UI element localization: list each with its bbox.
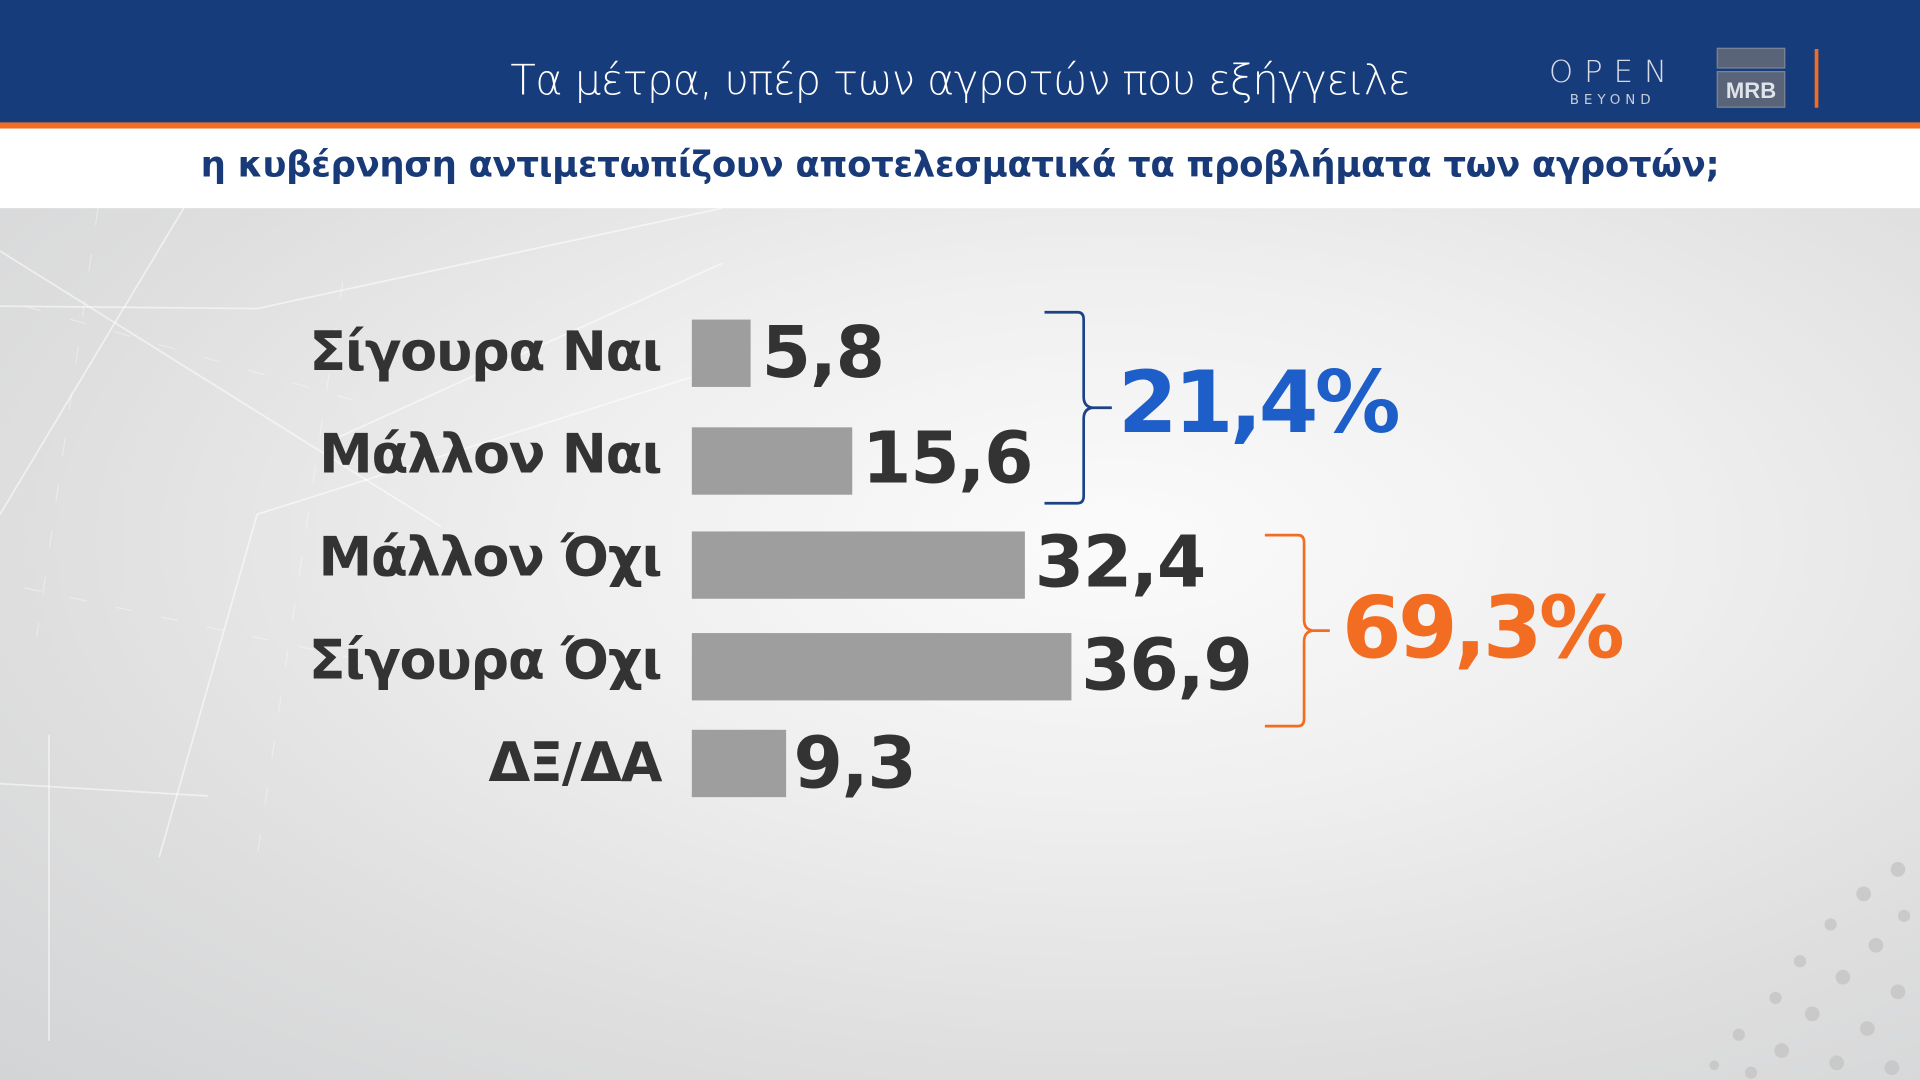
- value-label: 5,8: [761, 311, 885, 395]
- yes-group-total: 21,4%: [1117, 352, 1401, 454]
- value-label: 36,9: [1081, 623, 1253, 707]
- mrb-logo-text: MRB: [1716, 71, 1786, 108]
- open-beyond-logo: OPEN BEYOND: [1545, 54, 1680, 110]
- header-title: Τα μέτρα, υπέρ των αγροτών που εξήγγειλε: [0, 56, 1920, 105]
- bar-definitely-no: [691, 633, 1072, 701]
- bar-definitely-yes: [691, 319, 751, 387]
- category-label: Σίγουρα Όχι: [308, 629, 663, 692]
- category-label: Μάλλον Ναι: [319, 423, 662, 487]
- header-title-text: Τα μέτρα, υπέρ των αγροτών που εξήγγειλε: [510, 56, 1410, 106]
- no-group-total: 69,3%: [1342, 577, 1625, 679]
- value-label: 9,3: [793, 721, 916, 805]
- bar-dont-know: [691, 729, 787, 798]
- mrb-logo: MRB: [1716, 47, 1786, 109]
- category-label: Σίγουρα Ναι: [309, 320, 662, 384]
- no-group-bracket-icon: [1264, 533, 1330, 728]
- yes-group-bracket-icon: [1044, 310, 1112, 505]
- header-bar: Τα μέτρα, υπέρ των αγροτών που εξήγγειλε…: [0, 0, 1920, 123]
- value-label: 15,6: [862, 416, 1034, 500]
- mrb-logo-top-block: [1716, 47, 1786, 69]
- category-label: Μάλλον Όχι: [318, 526, 662, 589]
- header-orange-rule: [0, 122, 1920, 129]
- bar-probably-yes: [691, 427, 853, 495]
- bar-probably-no: [691, 531, 1025, 599]
- subtitle-band: [0, 128, 1920, 209]
- value-label: 32,4: [1034, 520, 1207, 604]
- open-logo-word: OPEN: [1548, 53, 1678, 90]
- question-subtitle: η κυβέρνηση αντιμετωπίζουν αποτελεσματικ…: [200, 143, 1720, 185]
- open-logo-tagline: BEYOND: [1569, 91, 1656, 108]
- logo-divider: [1814, 48, 1819, 108]
- background-dots-right: [1709, 862, 1911, 1079]
- category-label: ΔΞ/ΔΑ: [488, 732, 663, 795]
